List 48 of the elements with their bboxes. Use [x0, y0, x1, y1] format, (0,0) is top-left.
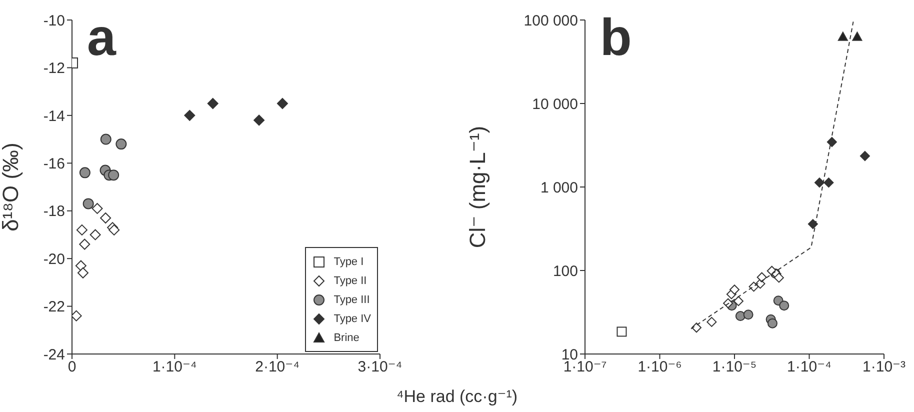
x-axis-title: ⁴He rad (cc·g⁻¹) — [395, 387, 519, 407]
x-tick-label: 1·10⁻³ — [862, 358, 906, 376]
point — [79, 167, 90, 178]
point — [184, 110, 196, 121]
y-axis-title: Cl⁻ (mg·L⁻¹) — [464, 126, 490, 248]
y-tick-label: 100 — [552, 262, 578, 280]
legend-label: Brine — [334, 332, 360, 344]
x-tick-label: 1·10⁻⁴ — [787, 358, 832, 376]
point — [276, 98, 288, 109]
point — [76, 224, 88, 236]
point — [79, 238, 90, 250]
x-tick-label: 1·10⁻⁴ — [152, 358, 197, 376]
point — [90, 229, 101, 240]
y-axis-title: δ¹⁸O (‰) — [0, 142, 23, 232]
x-tick-label: 2·10⁻⁴ — [255, 358, 300, 376]
point — [116, 138, 127, 150]
y-tick-label: 1 000 — [540, 179, 578, 196]
y-tick-label: 100 000 — [524, 12, 578, 30]
point — [77, 267, 88, 278]
y-tick-label: -12 — [43, 60, 65, 78]
x-tick-label: 3·10⁻⁴ — [358, 358, 402, 376]
y-tick-label: -22 — [43, 298, 65, 316]
legend-label: Type III — [334, 294, 370, 306]
y-tick-label: -10 — [43, 12, 65, 30]
point — [75, 260, 86, 272]
point — [254, 114, 265, 126]
point — [72, 310, 82, 322]
y-tick-label: 10 000 — [532, 96, 578, 113]
point — [100, 134, 112, 145]
point — [100, 212, 112, 224]
x-tick-label: 1·10⁻⁷ — [563, 358, 607, 376]
legend-label: Type IV — [334, 312, 371, 324]
point — [108, 170, 120, 181]
y-tick-label: -24 — [43, 346, 65, 364]
y-tick-label: -20 — [43, 250, 65, 268]
y-tick-label: -14 — [43, 108, 65, 125]
x-tick-label: 0 — [68, 358, 76, 376]
chart-title: a — [87, 9, 116, 67]
point — [92, 202, 103, 214]
x-tick-label: 1·10⁻⁵ — [712, 358, 757, 376]
legend-label: Type I — [334, 256, 364, 268]
y-tick-label: -16 — [43, 155, 65, 172]
x-tick-label: 1·10⁻⁶ — [638, 358, 682, 376]
point — [82, 198, 94, 210]
y-tick-label: -18 — [43, 203, 65, 220]
chart-title: b — [600, 9, 632, 67]
point — [207, 98, 218, 109]
legend-label: Type II — [334, 274, 367, 286]
